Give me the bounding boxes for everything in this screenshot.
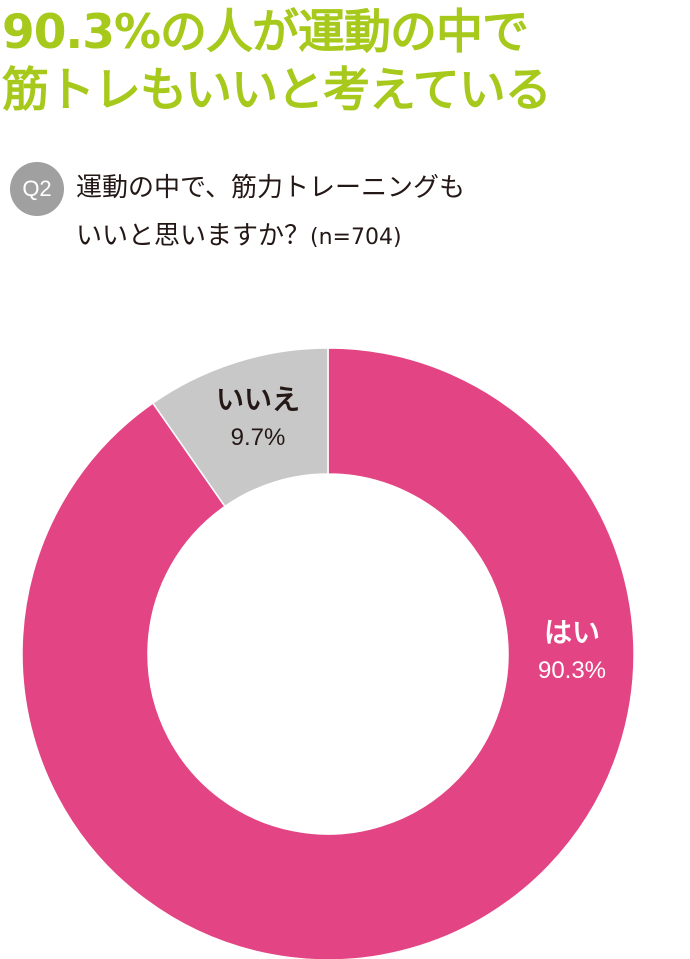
donut-slices: [21, 347, 635, 959]
slice-label-1: いいえ: [216, 383, 300, 416]
question-line-2: いいと思いますか？(n=704): [76, 212, 676, 262]
question-line-1: 運動の中で、筋力トレーニングも: [76, 173, 465, 203]
slice-value-1: 9.7%: [231, 424, 286, 451]
question-line-2-text: いいと思いますか？: [76, 221, 311, 251]
donut-labels: はい 90.3% いいえ 9.7%: [216, 383, 606, 684]
donut-slice-0: [21, 347, 635, 959]
slice-label-0: はい: [544, 616, 600, 649]
question-number-badge: Q2: [10, 162, 64, 216]
sample-size: (n=704): [310, 225, 402, 250]
headline-line-1: 90.3%の人が運動の中で: [2, 5, 529, 60]
headline: 90.3%の人が運動の中で 筋トレもいいと考えている: [2, 4, 688, 120]
headline-line-2: 筋トレもいいと考えている: [2, 63, 552, 118]
slice-value-0: 90.3%: [538, 657, 606, 684]
donut-chart: はい 90.3% いいえ 9.7%: [21, 347, 635, 959]
question-text: 運動の中で、筋力トレーニングも いいと思いますか？(n=704): [76, 164, 676, 262]
donut-slice-1: [151, 347, 329, 508]
